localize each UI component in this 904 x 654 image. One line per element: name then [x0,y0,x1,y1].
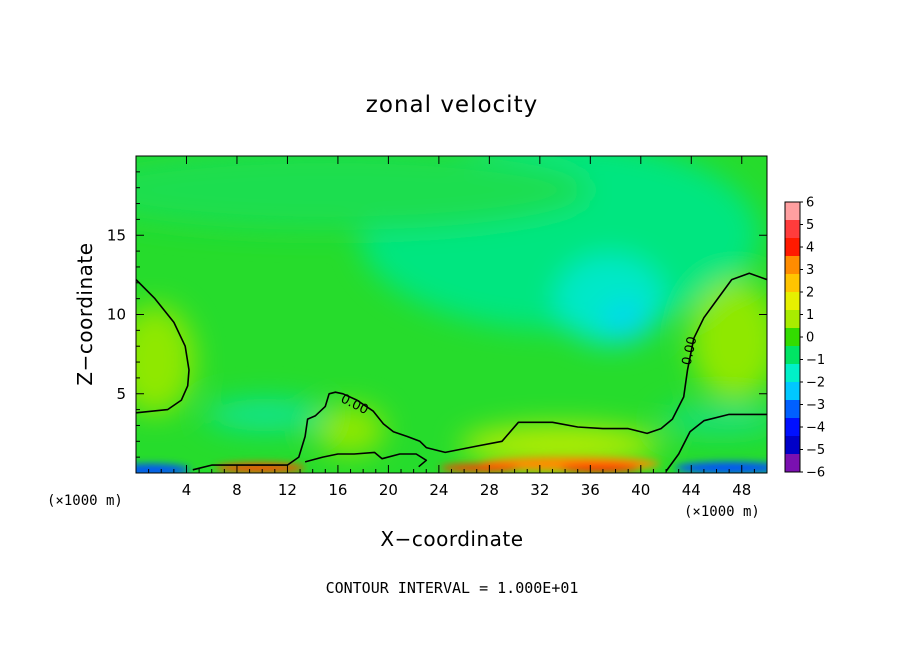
contour-interval-note: CONTOUR INTERVAL = 1.000E+01 [326,579,579,597]
colorbar-label: 6 [806,196,814,211]
colorbar-swatch [785,418,800,437]
colorbar-swatch [785,346,800,365]
x-tick-label: 40 [631,481,650,499]
colorbar-label: −6 [806,466,825,481]
colorbar-label: −4 [806,421,825,436]
x-axis: 4 8 12 16 20 24 28 32 36 40 44 48 [148,156,755,499]
colorbar-label: 3 [806,263,814,278]
x-tick-label: 12 [278,481,297,499]
x-tick-label: 8 [232,481,242,499]
x-tick-label: 20 [379,481,398,499]
y-axis-label: Z−coordinate [73,242,97,385]
y-axis: 5 10 15 [107,171,767,458]
y-tick-label: 5 [116,385,126,403]
x-unit-right: (×1000 m) [684,504,760,520]
colorbar-swatch [785,310,800,329]
colorbar-swatch [785,436,800,455]
colorbar-label: −5 [806,443,825,458]
colorbar-swatch [785,454,800,473]
colorbar: 6 5 4 3 2 1 0 −1 −2 −3 −4 −5 −6 [784,196,825,481]
x-tick-label: 16 [328,481,347,499]
colorbar-label: 5 [806,218,814,233]
colorbar-swatch [785,238,800,257]
colorbar-label: −2 [806,376,825,391]
colorbar-swatch [785,400,800,419]
colorbar-label: 2 [806,286,814,301]
contour-line-zero [192,272,767,471]
colorbar-swatch [785,220,800,239]
colorbar-swatch [785,292,800,311]
colorbar-label: 4 [806,241,814,256]
contour-line-zero [665,413,767,472]
plot-area: 0.000.00 [136,156,767,473]
colorbar-swatch [785,274,800,293]
x-axis-label: X−coordinate [380,527,523,551]
colorbar-label: −1 [806,353,825,368]
y-tick-label: 10 [107,306,126,324]
x-tick-label: 24 [429,481,448,499]
colorbar-swatch [785,364,800,383]
contour-label: 0.00 [680,335,701,366]
x-unit-left: (×1000 m) [47,493,123,509]
y-tick-label: 15 [107,226,126,244]
colorbar-label: 1 [806,308,814,323]
x-tick-label: 4 [182,481,192,499]
colorbar-label: −3 [806,398,825,413]
contour-line-zero [136,279,190,414]
surface-layer [136,457,767,473]
x-tick-label: 48 [732,481,751,499]
x-tick-label: 36 [581,481,600,499]
contour-lines [136,272,767,472]
x-tick-label: 32 [530,481,549,499]
field-shading [136,156,767,465]
colorbar-swatch [785,256,800,275]
colorbar-label: 0 [806,331,814,346]
x-tick-label: 28 [480,481,499,499]
contour-line-zero [304,451,428,468]
colorbar-swatch [785,382,800,401]
colorbar-swatch [785,202,800,221]
colorbar-swatch [785,328,800,347]
x-tick-label: 44 [682,481,701,499]
chart-title: zonal velocity [366,92,538,118]
